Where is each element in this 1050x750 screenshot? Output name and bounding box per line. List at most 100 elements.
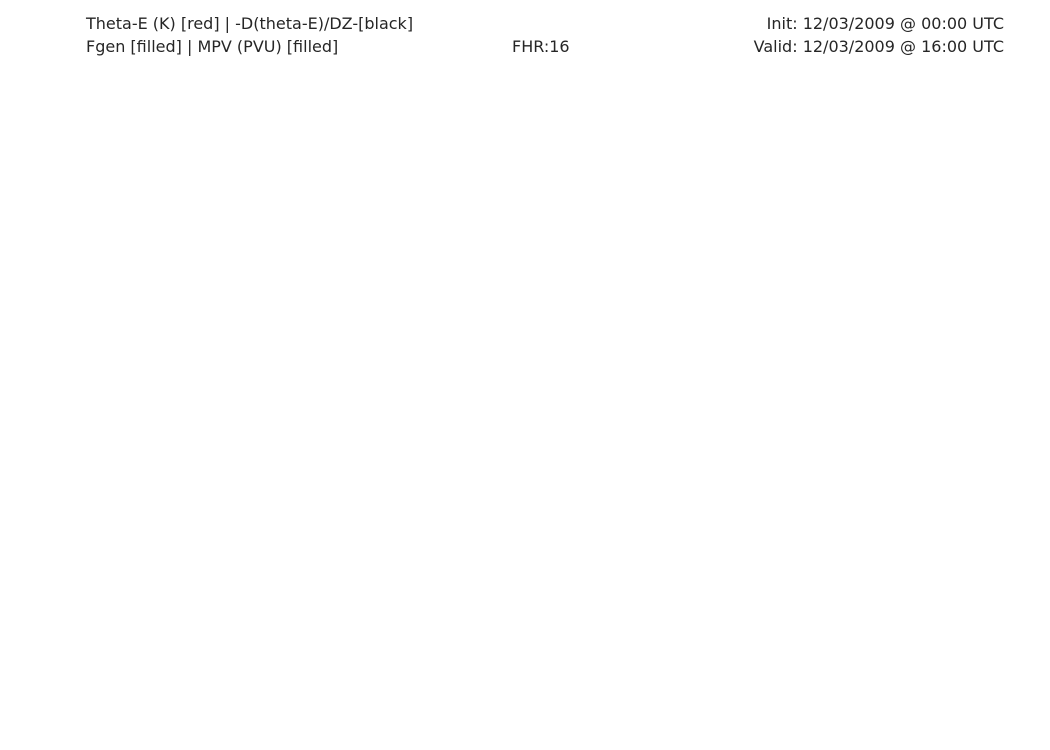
wind-arrow bbox=[622, 170, 653, 177]
wind-arrow bbox=[104, 168, 134, 177]
wind-arrow bbox=[493, 285, 511, 291]
wind-arrow bbox=[536, 103, 567, 110]
wind-arrow bbox=[536, 150, 567, 155]
wind-arrow bbox=[449, 330, 467, 336]
wind-arrow bbox=[968, 144, 998, 155]
wind-arrow bbox=[579, 239, 610, 245]
wind-arrow bbox=[795, 534, 807, 539]
wind-arrow bbox=[665, 578, 677, 583]
wind-arrow bbox=[838, 330, 856, 335]
wind-arrow bbox=[838, 555, 850, 560]
wind-arrow bbox=[924, 142, 954, 155]
wind-arrow bbox=[881, 397, 899, 402]
wind-arrow bbox=[709, 601, 721, 606]
wind-arrow bbox=[363, 420, 381, 426]
wind-arrow bbox=[838, 489, 850, 494]
wind-arrow bbox=[363, 150, 394, 155]
fgen-colorbar-segment bbox=[777, 690, 841, 708]
wind-arrow bbox=[104, 376, 122, 381]
wind-scale-arrow bbox=[978, 722, 986, 729]
wind-arrow bbox=[622, 534, 634, 539]
fgen-colorbar-tick-label: 7 bbox=[711, 710, 720, 726]
wind-arrow bbox=[190, 286, 208, 291]
wind-arrow bbox=[536, 127, 567, 132]
wind-arrow bbox=[968, 76, 998, 87]
wind-arrow bbox=[925, 375, 943, 380]
wind-arrow bbox=[320, 171, 351, 177]
wind-arrow bbox=[493, 332, 511, 337]
wind-arrow bbox=[449, 285, 467, 291]
wind-arrow bbox=[708, 237, 739, 244]
wind-arrow bbox=[968, 600, 980, 605]
mpv-colorbar-extend-min bbox=[85, 689, 103, 709]
wind-arrow bbox=[968, 511, 980, 516]
fgen-colorbar-tick-label: 5 bbox=[648, 710, 657, 726]
wind-arrow bbox=[449, 169, 480, 177]
mpv-region-2 bbox=[692, 495, 960, 596]
stability-contour-3 bbox=[563, 511, 942, 545]
wind-arrow bbox=[190, 172, 221, 178]
wind-arrow bbox=[795, 191, 826, 200]
wind-arrow bbox=[233, 375, 251, 380]
x-tick-label: 41.47, -72.14 bbox=[728, 636, 822, 652]
wind-arrow bbox=[622, 60, 653, 65]
wind-arrow bbox=[752, 465, 770, 470]
wind-arrow bbox=[709, 127, 740, 133]
wind-arrow bbox=[708, 79, 739, 87]
wind-arrow bbox=[492, 101, 523, 110]
wind-arrow bbox=[881, 77, 911, 87]
theta-e-contour-5 bbox=[86, 208, 1005, 217]
wind-arrow bbox=[147, 102, 178, 110]
mpv-colorbar-segment bbox=[351, 690, 415, 708]
wind-arrow bbox=[277, 422, 295, 427]
wind-arrow bbox=[233, 149, 264, 155]
wind-arrow bbox=[104, 239, 135, 245]
wind-arrow bbox=[104, 556, 116, 561]
wind-arrow bbox=[493, 124, 523, 132]
wind-arrow bbox=[579, 376, 597, 381]
wind-arrow bbox=[881, 422, 899, 427]
wind-arrow bbox=[752, 533, 764, 539]
wind-arrow bbox=[1011, 308, 1028, 312]
wind-arrow bbox=[233, 104, 264, 110]
wind-arrow bbox=[406, 330, 424, 336]
wind-arrow bbox=[449, 600, 461, 606]
wind-arrow bbox=[320, 195, 351, 200]
wind-arrow bbox=[406, 579, 418, 584]
wind-arrow bbox=[881, 373, 899, 379]
wind-arrow bbox=[838, 284, 856, 290]
wind-arrow bbox=[924, 100, 955, 110]
wind-arrow bbox=[406, 533, 418, 538]
wind-arrow bbox=[363, 511, 375, 516]
wind-arrow bbox=[147, 377, 165, 382]
wind-arrow bbox=[449, 534, 461, 539]
mpv-colorbar-tick-label: -1.5 bbox=[213, 710, 240, 726]
wind-arrow bbox=[838, 308, 856, 313]
wind-arrow bbox=[924, 60, 951, 65]
wind-arrow bbox=[579, 215, 610, 222]
chart-title-line1: Theta-E (K) [red] | -D(theta-E)/DZ-[blac… bbox=[86, 14, 414, 33]
wind-arrow bbox=[147, 146, 178, 155]
wind-arrow bbox=[838, 511, 850, 516]
wind-arrow bbox=[449, 264, 467, 269]
x-tick-label: 40.45, -73.87 bbox=[384, 636, 478, 652]
mpv-colorbar-tick-label: -0.5 bbox=[462, 710, 489, 726]
wind-arrow bbox=[709, 104, 740, 110]
mpv-colorbar-tick-label: -0.75 bbox=[396, 710, 432, 726]
wind-arrow bbox=[838, 467, 856, 472]
fgen-region-0 bbox=[637, 114, 822, 176]
wind-arrow bbox=[924, 189, 955, 200]
wind-arrow bbox=[320, 420, 338, 425]
wind-arrow bbox=[147, 465, 165, 470]
wind-arrow bbox=[622, 377, 640, 382]
wind-arrow bbox=[320, 147, 351, 155]
theta-e-contour-7 bbox=[86, 355, 1005, 369]
wind-arrow bbox=[233, 60, 261, 65]
wind-arrow bbox=[190, 600, 202, 606]
wind-arrow bbox=[493, 600, 505, 606]
y-axis-label: Pressure [hPa] bbox=[9, 280, 29, 402]
wind-arrow bbox=[277, 510, 289, 516]
wind-arrow bbox=[579, 126, 610, 132]
wind-arrow bbox=[190, 194, 221, 200]
wind-arrow bbox=[277, 104, 308, 110]
